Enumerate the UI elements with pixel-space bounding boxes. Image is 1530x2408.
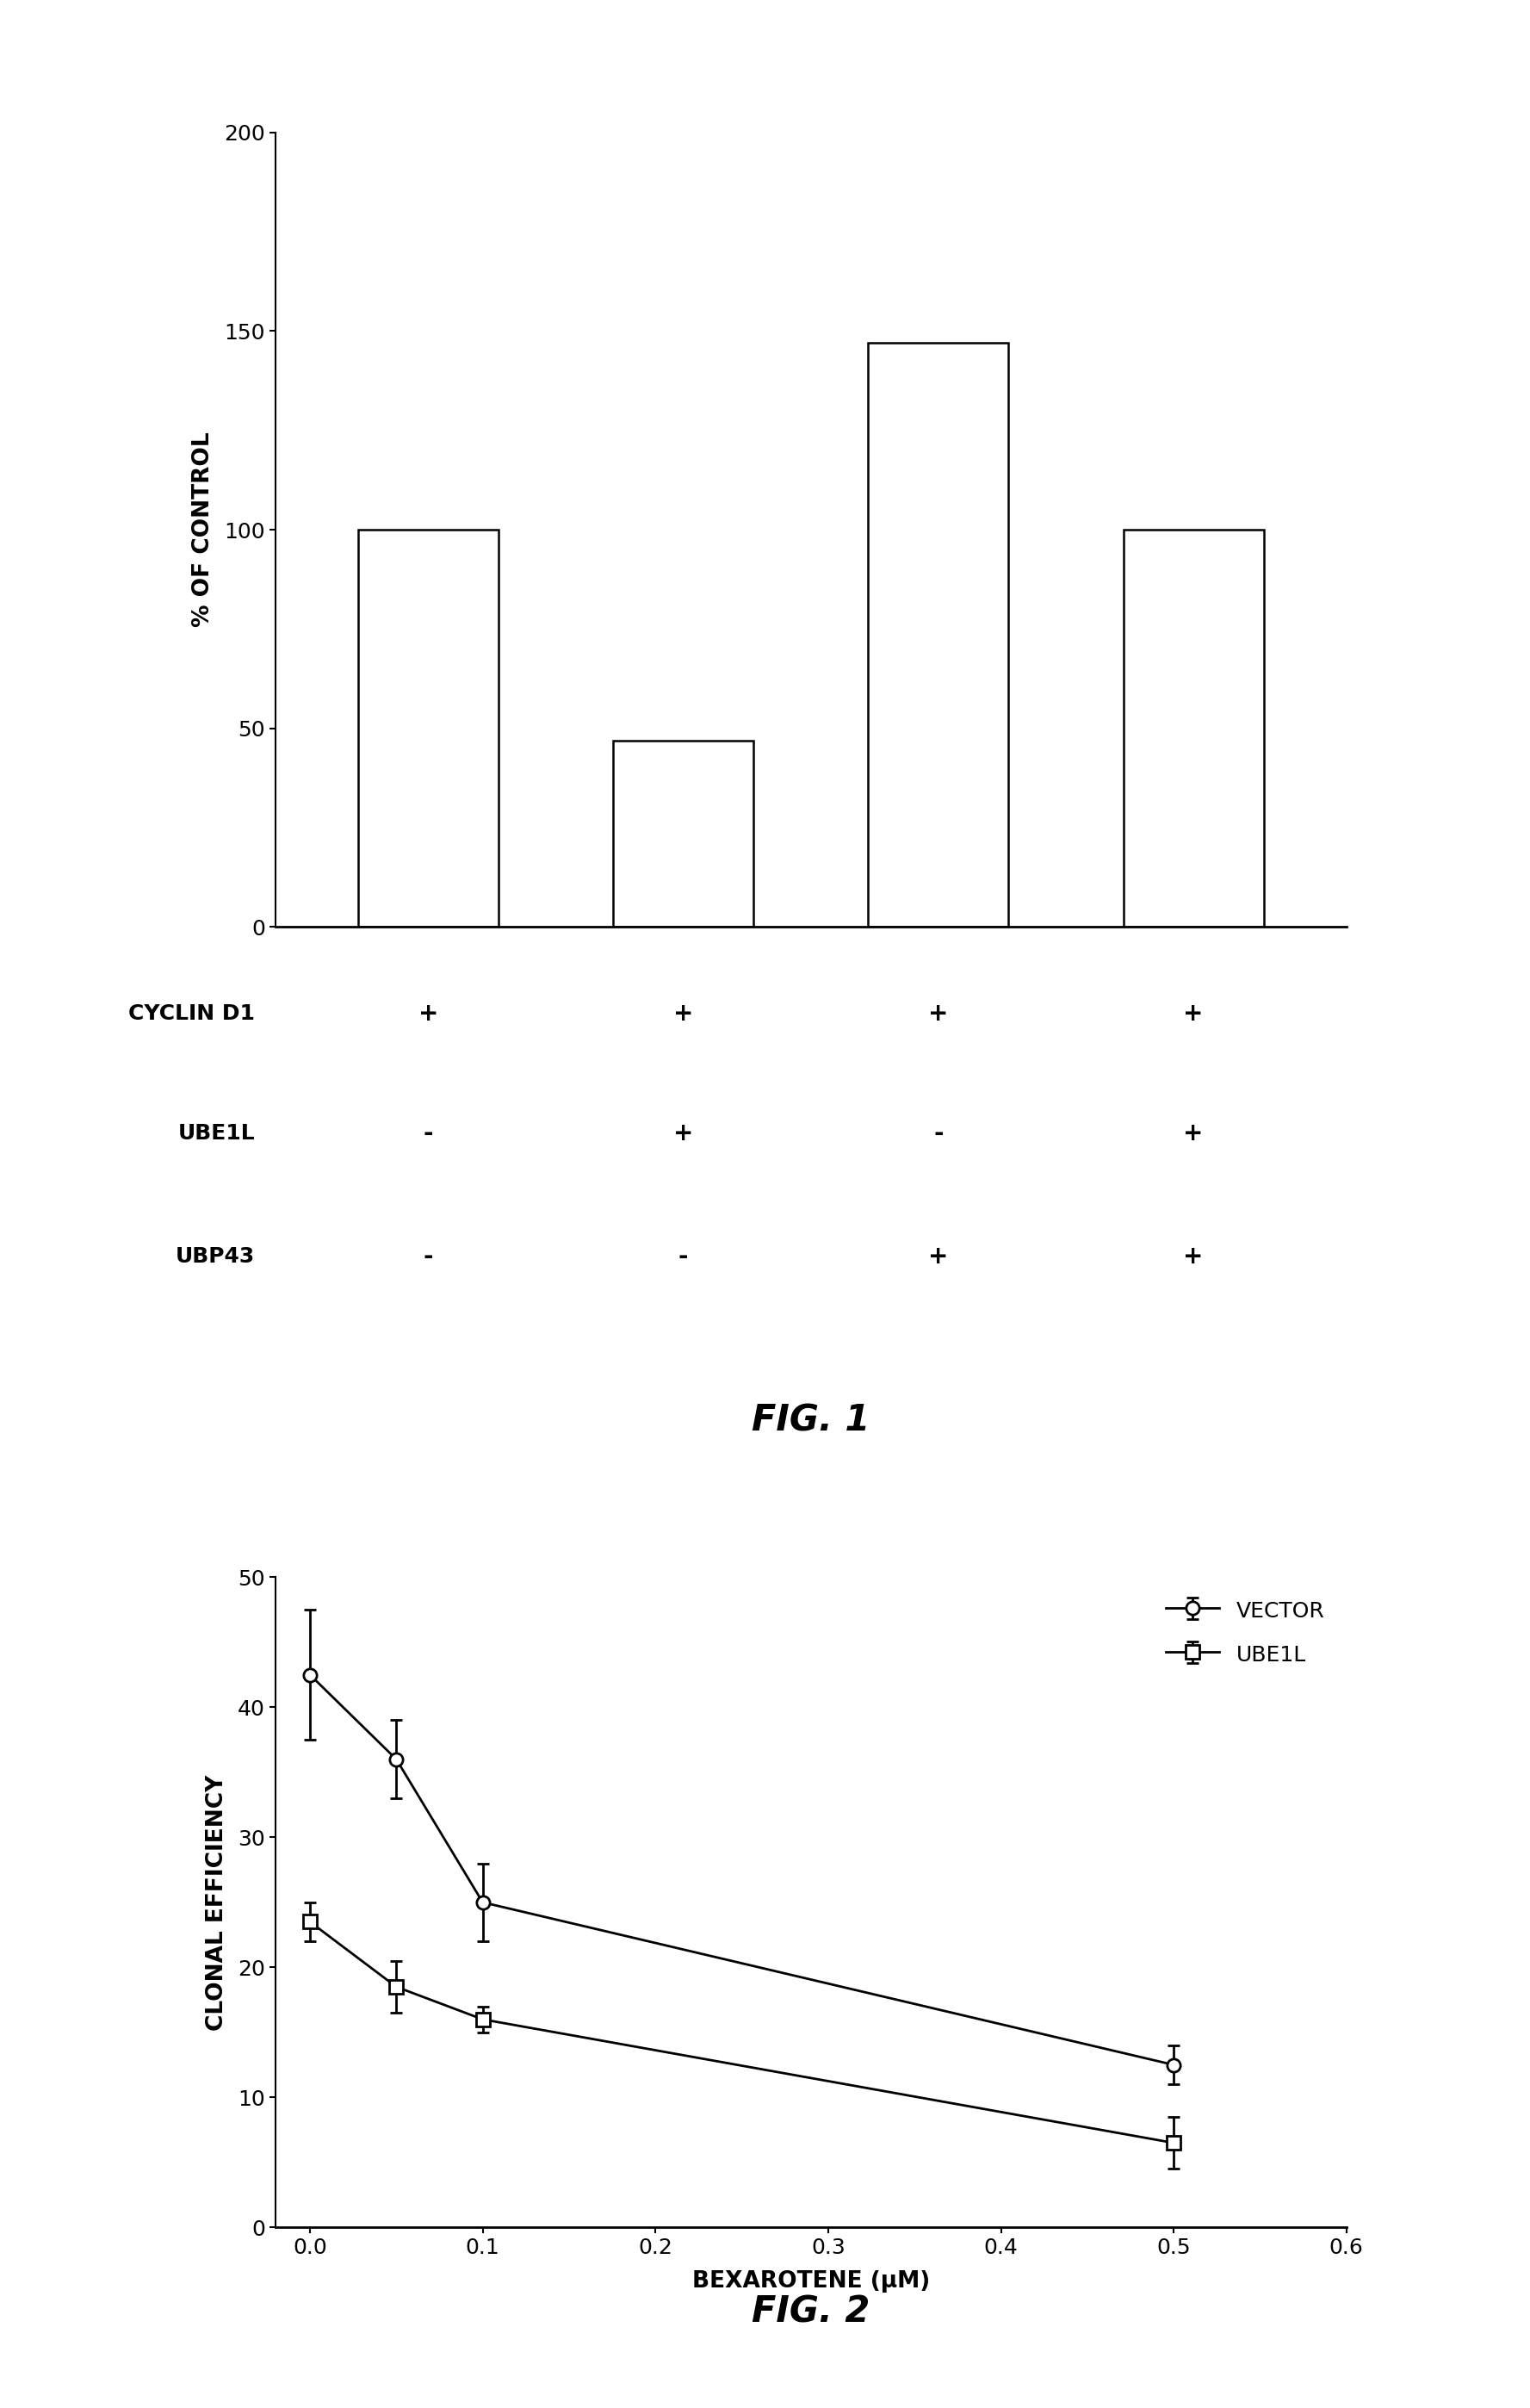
Text: +: + (673, 1002, 693, 1026)
Text: FIG. 1: FIG. 1 (751, 1401, 871, 1440)
Y-axis label: % OF CONTROL: % OF CONTROL (193, 431, 214, 628)
Text: +: + (1183, 1002, 1204, 1026)
Text: -: - (424, 1245, 433, 1269)
Text: +: + (1183, 1122, 1204, 1146)
Text: CYCLIN D1: CYCLIN D1 (129, 1004, 256, 1023)
Text: -: - (424, 1122, 433, 1146)
Text: UBE1L: UBE1L (177, 1122, 256, 1144)
Bar (358, 530, 499, 927)
Y-axis label: CLONAL EFFICIENCY: CLONAL EFFICIENCY (207, 1775, 228, 2030)
Legend: VECTOR, UBE1L: VECTOR, UBE1L (1155, 1587, 1336, 1676)
Text: FIG. 2: FIG. 2 (751, 2292, 871, 2331)
Text: UBP43: UBP43 (176, 1245, 256, 1267)
Text: +: + (929, 1245, 949, 1269)
Text: +: + (418, 1002, 439, 1026)
Text: +: + (1183, 1245, 1204, 1269)
Text: -: - (933, 1122, 944, 1146)
Text: +: + (673, 1122, 693, 1146)
Bar (869, 342, 1008, 927)
Bar (614, 739, 753, 927)
Text: +: + (929, 1002, 949, 1026)
Bar (1123, 530, 1264, 927)
Text: -: - (678, 1245, 688, 1269)
X-axis label: BEXAROTENE (μM): BEXAROTENE (μM) (692, 2271, 930, 2292)
